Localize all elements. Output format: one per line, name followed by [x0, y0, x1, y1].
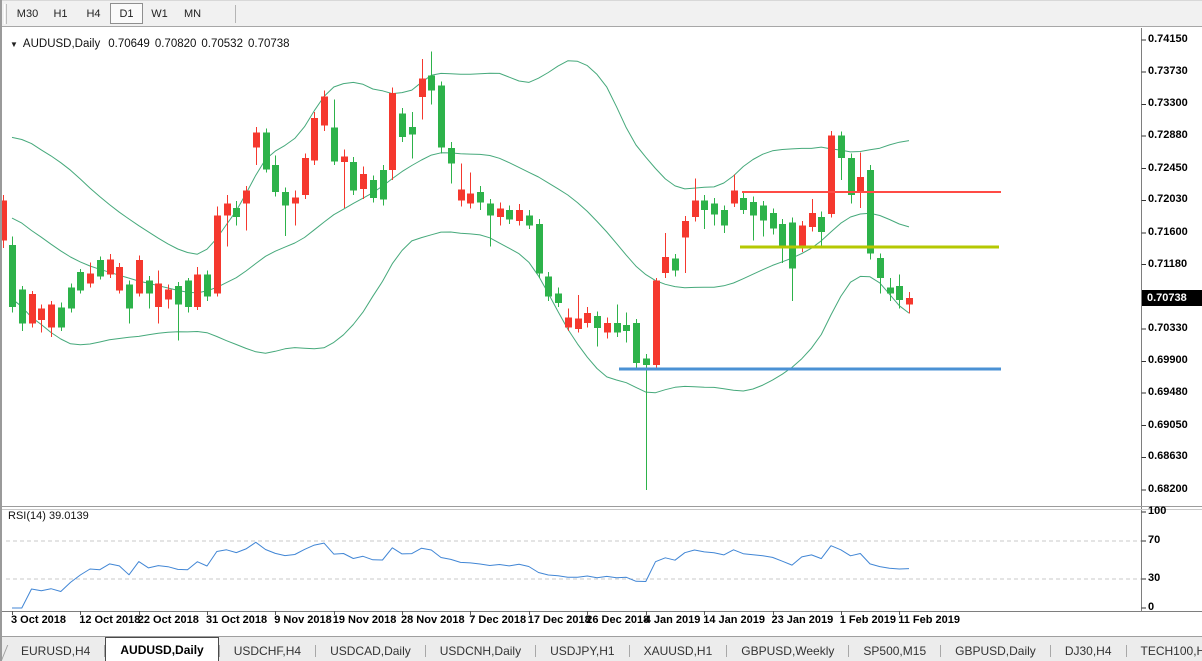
rsi-axis-label: 70 [1148, 533, 1161, 546]
tab-gbpusd-weekly[interactable]: GBPUSD,Weekly [741, 644, 835, 658]
chart-title: ▼ AUDUSD,Daily 0.70649 0.70820 0.70532 0… [10, 38, 290, 50]
ohlc-close: 0.70738 [247, 38, 290, 50]
tab-usdcad-daily[interactable]: USDCAD,Daily [330, 644, 411, 658]
timeframe-button-m30[interactable]: M30 [16, 8, 39, 20]
date-axis-label: 22 Oct 2018 [137, 614, 199, 626]
price-axis-label: 0.70330 [1148, 321, 1188, 334]
price-axis-label: 0.69900 [1148, 354, 1188, 367]
date-axis-label: 9 Nov 2018 [274, 614, 332, 626]
date-axis-label: 4 Jan 2019 [644, 614, 701, 626]
date-axis-label: 26 Dec 2018 [586, 614, 650, 626]
tab-usdjpy-h1[interactable]: USDJPY,H1 [550, 644, 615, 658]
toolbar-grip[interactable] [4, 3, 7, 24]
tab-separator [726, 645, 728, 657]
tab-usdchf-h4[interactable]: USDCHF,H4 [233, 644, 302, 658]
date-axis-label: 7 Dec 2018 [469, 614, 527, 626]
date-axis-label: 17 Dec 2018 [527, 614, 591, 626]
tab-separator [848, 645, 850, 657]
price-axis-label: 0.71600 [1148, 225, 1188, 238]
tab-separator [1125, 645, 1127, 657]
date-axis-label: 19 Nov 2018 [332, 614, 397, 626]
ohlc-low: 0.70532 [201, 38, 243, 50]
price-axis-label: 0.74150 [1148, 33, 1188, 45]
tab-tech100-h1[interactable]: TECH100,H1 [1140, 644, 1202, 658]
tab-audusd-daily[interactable]: AUDUSD,Daily [105, 637, 219, 661]
ohlc-high: 0.70820 [154, 38, 197, 50]
tab-separator [940, 645, 942, 657]
tab-separator [535, 645, 537, 657]
chart-tabs-bar: EURUSD,H4 AUDUSD,Daily USDCHF,H4 USDCAD,Dai… [2, 636, 1202, 661]
date-axis-label: 31 Oct 2018 [206, 614, 268, 626]
tab-gbpusd-daily[interactable]: GBPUSD,Daily [955, 644, 1036, 658]
tab-xauusd-h1[interactable]: XAUUSD,H1 [643, 644, 713, 658]
date-axis-label: 11 Feb 2019 [898, 614, 961, 626]
tab-separator [424, 645, 426, 657]
chart-area: ▼ AUDUSD,Daily 0.70649 0.70820 0.70532 0… [2, 28, 1202, 636]
date-axis-label: 3 Oct 2018 [11, 614, 67, 626]
timeframe-button-mn[interactable]: MN [183, 8, 202, 20]
rsi-axis-label: 30 [1148, 572, 1161, 585]
tab-usdcnh-daily[interactable]: USDCNH,Daily [439, 644, 522, 658]
timeframe-toolbar: M30 H1 H4 D1 W1 MN [2, 0, 1202, 27]
rsi-axis-label: 100 [1148, 505, 1167, 517]
price-axis-label: 0.68200 [1148, 482, 1188, 495]
tab-dj30-h4[interactable]: DJ30,H4 [1064, 644, 1112, 658]
price-axis-label: 0.72880 [1148, 129, 1188, 142]
date-axis-label: 28 Nov 2018 [401, 614, 465, 626]
date-axis-label: 23 Jan 2019 [771, 614, 834, 626]
price-axis-label: 0.69480 [1148, 386, 1188, 399]
timeframe-button-d1[interactable]: D1 [110, 3, 143, 24]
tab-separator [315, 645, 317, 657]
rsi-indicator-label: RSI(14) 39.0139 [8, 510, 89, 522]
price-axis-label: 0.73300 [1148, 97, 1188, 110]
price-axis-label: 0.71180 [1148, 257, 1188, 270]
tab-separator [1049, 645, 1051, 657]
price-chart-svg[interactable] [2, 28, 1202, 636]
toolbar-separator [235, 4, 236, 23]
timeframe-button-h1[interactable]: H1 [53, 8, 68, 20]
tab-separator [628, 645, 630, 657]
price-axis-label: 0.68630 [1148, 450, 1188, 463]
rsi-axis-label: 0 [1148, 601, 1155, 613]
tab-eurusd-h4[interactable]: EURUSD,H4 [21, 644, 91, 658]
timeframe-buttons: M30 H1 H4 D1 W1 MN [11, 3, 209, 24]
chart-tabs: EURUSD,H4 AUDUSD,Daily USDCHF,H4 USDCAD,Dai… [7, 637, 1202, 661]
date-axis-label: 12 Oct 2018 [79, 614, 141, 626]
chart-symbol: AUDUSD,Daily [22, 38, 101, 50]
tab-separator [104, 645, 106, 657]
date-axis-label: 14 Jan 2019 [703, 614, 766, 626]
current-price-badge: 0.70738 [1142, 290, 1202, 307]
symbol-dropdown-icon[interactable]: ▼ [10, 39, 18, 49]
tab-sp500-m15[interactable]: SP500,M15 [863, 644, 927, 658]
date-axis-label: 1 Feb 2019 [839, 614, 897, 626]
price-axis-label: 0.72450 [1148, 161, 1188, 174]
price-axis-label: 0.69050 [1148, 418, 1188, 431]
price-axis-label: 0.72030 [1148, 193, 1188, 206]
tab-separator [218, 645, 220, 657]
timeframe-button-h4[interactable]: H4 [86, 8, 101, 20]
ohlc-open: 0.70649 [108, 38, 150, 50]
timeframe-button-w1[interactable]: W1 [151, 8, 168, 20]
price-axis-label: 0.73730 [1148, 64, 1188, 77]
